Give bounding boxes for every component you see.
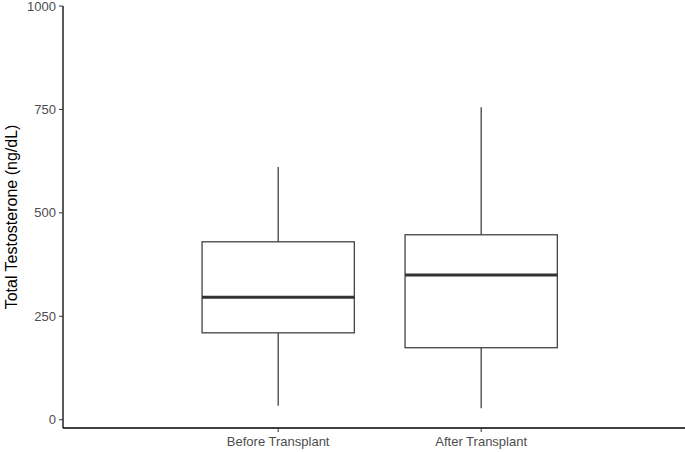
y-tick-label: 500: [34, 205, 56, 220]
x-tick: [278, 428, 279, 432]
upper-whisker: [481, 107, 482, 234]
box: [405, 235, 557, 348]
upper-whisker: [278, 167, 279, 242]
median: [405, 273, 557, 276]
y-tick: [59, 419, 63, 420]
y-tick: [59, 212, 63, 213]
y-tick-label: 250: [34, 309, 56, 324]
y-axis-label: Total Testosterone (ng/dL): [3, 125, 20, 310]
y-tick-label: 0: [49, 412, 56, 427]
x-tick-label: After Transplant: [435, 434, 527, 449]
y-tick: [59, 6, 63, 7]
x-tick: [481, 428, 482, 432]
box: [202, 242, 354, 333]
lower-whisker: [481, 348, 482, 408]
x-tick-label: Before Transplant: [227, 434, 330, 449]
chart: 0 250 500 750 1000 Before Transplant After Tra…: [0, 0, 685, 452]
y-tick: [59, 316, 63, 317]
median: [202, 296, 354, 299]
y-tick-label: 1000: [27, 0, 56, 14]
lower-whisker: [278, 333, 279, 406]
x-axis: [63, 427, 685, 428]
y-tick-label: 750: [34, 102, 56, 117]
y-axis: [62, 6, 63, 428]
y-tick: [59, 109, 63, 110]
